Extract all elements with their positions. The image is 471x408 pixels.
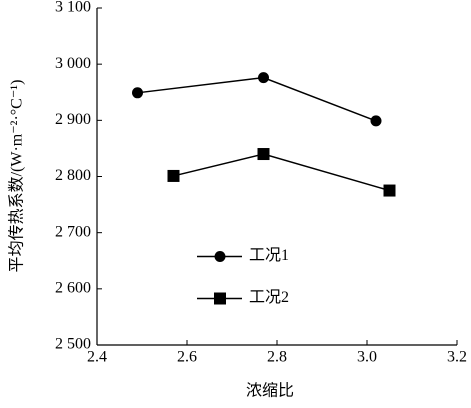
x-tick-label: 2.8 [267, 349, 287, 366]
y-tick-label: 3 100 [55, 0, 91, 16]
point [383, 184, 396, 197]
legend-label: 工况1 [249, 247, 289, 264]
y-tick-label: 2 700 [55, 223, 91, 240]
y-axis-label: 平均传热系数/(W·m⁻²·°C⁻¹) [8, 80, 26, 273]
point [370, 115, 382, 127]
y-tick-label: 3 000 [55, 55, 91, 72]
series-line [173, 153, 390, 192]
point [167, 169, 180, 182]
y-tick-label: 2 500 [55, 336, 91, 353]
legend-label: 工况2 [249, 289, 289, 306]
y-tick-label: 2 900 [55, 111, 91, 128]
point [258, 72, 269, 84]
x-tick-label: 2.4 [87, 349, 107, 366]
point [257, 148, 270, 161]
legend-marker [214, 251, 226, 262]
x-tick-label: 3.0 [357, 349, 377, 366]
x-tick-label: 2.6 [177, 349, 197, 366]
x-axis-label: 浓缩比 [246, 382, 294, 400]
y-tick-label: 2 800 [55, 167, 91, 184]
y-tick-label: 2 600 [55, 280, 91, 297]
legend-marker [214, 292, 226, 305]
point [132, 87, 143, 99]
series-line [137, 76, 377, 122]
x-tick-label: 3.2 [447, 349, 467, 366]
